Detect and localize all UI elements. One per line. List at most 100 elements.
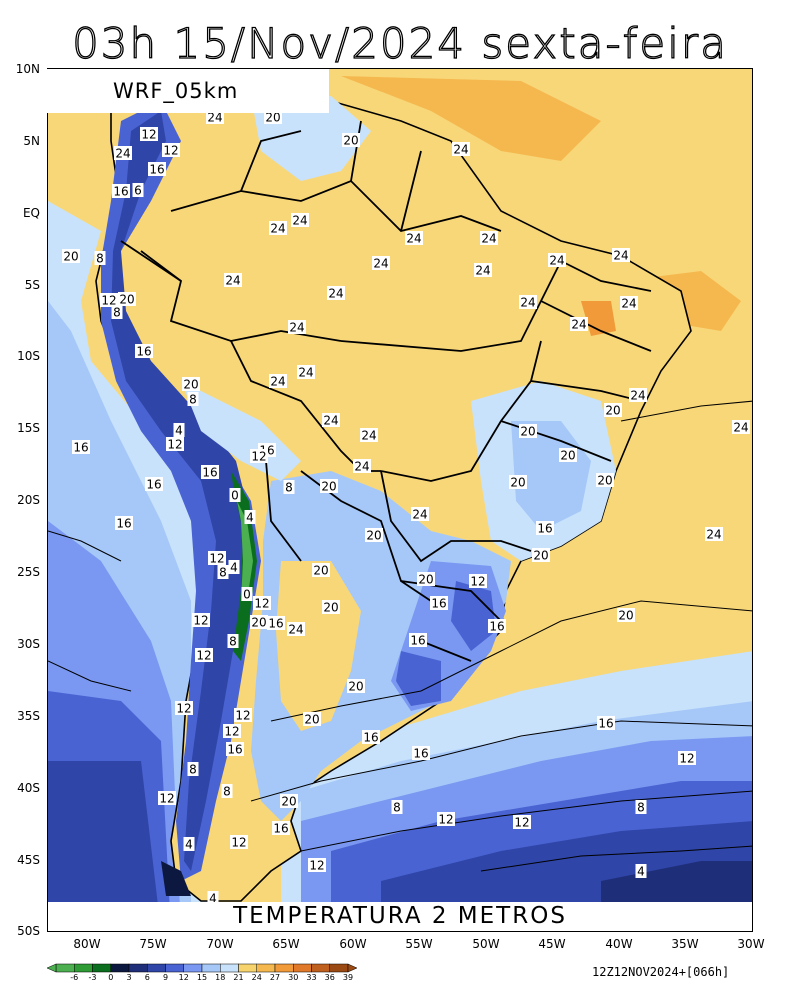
lat-label: 10N xyxy=(15,62,40,76)
colorbar-tick-label: 24 xyxy=(251,973,262,982)
contour-label-bg xyxy=(732,420,750,434)
contour-label: 20 xyxy=(605,404,620,418)
contour-label-bg xyxy=(612,248,630,262)
contour-label-bg xyxy=(250,615,268,629)
variable-label: TEMPERATURA 2 METROS xyxy=(48,902,752,931)
contour-label: 24 xyxy=(706,528,721,542)
contour-label: 4 xyxy=(185,838,193,852)
contour-label: 12 xyxy=(163,144,178,158)
contour-label-bg xyxy=(118,292,136,306)
contour-label: 12 xyxy=(193,614,208,628)
colorbar-tick-label: 30 xyxy=(288,973,299,982)
lat-label: EQ xyxy=(22,206,40,220)
colorbar-tick-label: 9 xyxy=(162,973,169,982)
colorbar-cell xyxy=(201,963,221,973)
contour-label-bg xyxy=(227,634,239,648)
lat-label: 20S xyxy=(17,493,40,507)
contour-label: 20 xyxy=(510,476,525,490)
contour-label-bg xyxy=(241,587,253,601)
colorbar-cell xyxy=(128,963,148,973)
contour-label: 24 xyxy=(481,232,496,246)
contour-label: 24 xyxy=(207,111,222,125)
colorbar-cell xyxy=(293,963,312,973)
lon-label: 80W xyxy=(73,937,101,951)
contour-label: 12 xyxy=(254,597,269,611)
contour-label: 16 xyxy=(113,185,128,199)
northeast-hot xyxy=(581,301,616,336)
colorbar xyxy=(46,963,358,973)
contour-label-bg xyxy=(391,800,403,814)
contour-label: 8 xyxy=(219,566,227,580)
contour-label: 20 xyxy=(418,573,433,587)
contour-label: 12 xyxy=(679,752,694,766)
pacific-colder xyxy=(48,761,161,931)
contour-label: 12 xyxy=(231,836,246,850)
contour-label-bg xyxy=(362,730,380,744)
colorbar-tick-label: 15 xyxy=(196,973,208,982)
contour-label-bg xyxy=(201,465,219,479)
contour-label: 24 xyxy=(270,375,285,389)
contour-label: 12 xyxy=(514,816,529,830)
lon-label: 35W xyxy=(671,937,699,951)
contour-label-bg xyxy=(166,437,184,451)
contour-label-bg xyxy=(509,475,527,489)
contour-label-bg xyxy=(308,858,326,872)
contour-label: 24 xyxy=(520,296,535,310)
contour-label-bg xyxy=(208,551,226,565)
contour-label: 12 xyxy=(224,725,239,739)
contour-label: 12 xyxy=(438,813,453,827)
contour-label-bg xyxy=(488,619,506,633)
contour-label-bg xyxy=(234,708,252,722)
contour-label-bg xyxy=(678,751,696,765)
contour-label-bg xyxy=(223,724,241,738)
contour-label: 0 xyxy=(243,588,251,602)
contour-label: 8 xyxy=(393,801,401,815)
contour-label: 16 xyxy=(268,617,283,631)
contour-label: 16 xyxy=(598,717,613,731)
contour-label-bg xyxy=(474,263,492,277)
contour-label-bg xyxy=(135,344,153,358)
contour-label: 20 xyxy=(520,425,535,439)
contour-label-bg xyxy=(342,133,360,147)
contour-label: 24 xyxy=(292,214,307,228)
colorbar-left-arrow xyxy=(46,963,57,973)
contour-label: 24 xyxy=(270,222,285,236)
contour-label: 4 xyxy=(175,424,183,438)
lat-label: 5N xyxy=(23,134,40,148)
contour-label-bg xyxy=(114,146,132,160)
contour-label-bg xyxy=(132,183,144,197)
contour-label: 8 xyxy=(223,785,231,799)
contour-label-bg xyxy=(635,864,647,878)
lat-label: 5S xyxy=(24,278,40,292)
south-cool xyxy=(251,471,511,821)
contour-label: 16 xyxy=(227,743,242,757)
contour-label: 24 xyxy=(630,389,645,403)
contour-label: 24 xyxy=(115,147,130,161)
lat-label: 25S xyxy=(17,565,40,579)
contour-label-bg xyxy=(409,633,427,647)
contour-label-bg xyxy=(72,440,90,454)
contour-label: 16 xyxy=(149,163,164,177)
contour-label: 24 xyxy=(733,421,748,435)
contour-label-bg xyxy=(111,305,123,319)
contour-label-bg xyxy=(229,488,241,502)
lat-label: 40S xyxy=(17,781,40,795)
colorbar-cell xyxy=(329,963,349,973)
contour-label-bg xyxy=(264,110,282,124)
colorbar-tick-label: 18 xyxy=(215,973,226,982)
colorbar-tick-label: 27 xyxy=(269,973,281,982)
contour-label: 8 xyxy=(113,306,121,320)
contour-label: 24 xyxy=(549,254,564,268)
contour-label: 20 xyxy=(560,449,575,463)
contour-label-bg xyxy=(148,162,166,176)
contour-label: 24 xyxy=(323,414,338,428)
contour-label: 20 xyxy=(251,616,266,630)
contour-label-bg xyxy=(269,221,287,235)
contour-label-bg xyxy=(536,521,554,535)
contour-label-bg xyxy=(100,293,118,307)
colorbar-cell xyxy=(220,963,239,973)
contour-label: 20 xyxy=(348,680,363,694)
contour-label: 8 xyxy=(229,635,237,649)
colorbar-tick-label: 39 xyxy=(342,973,354,982)
contour-label-bg xyxy=(267,616,285,630)
